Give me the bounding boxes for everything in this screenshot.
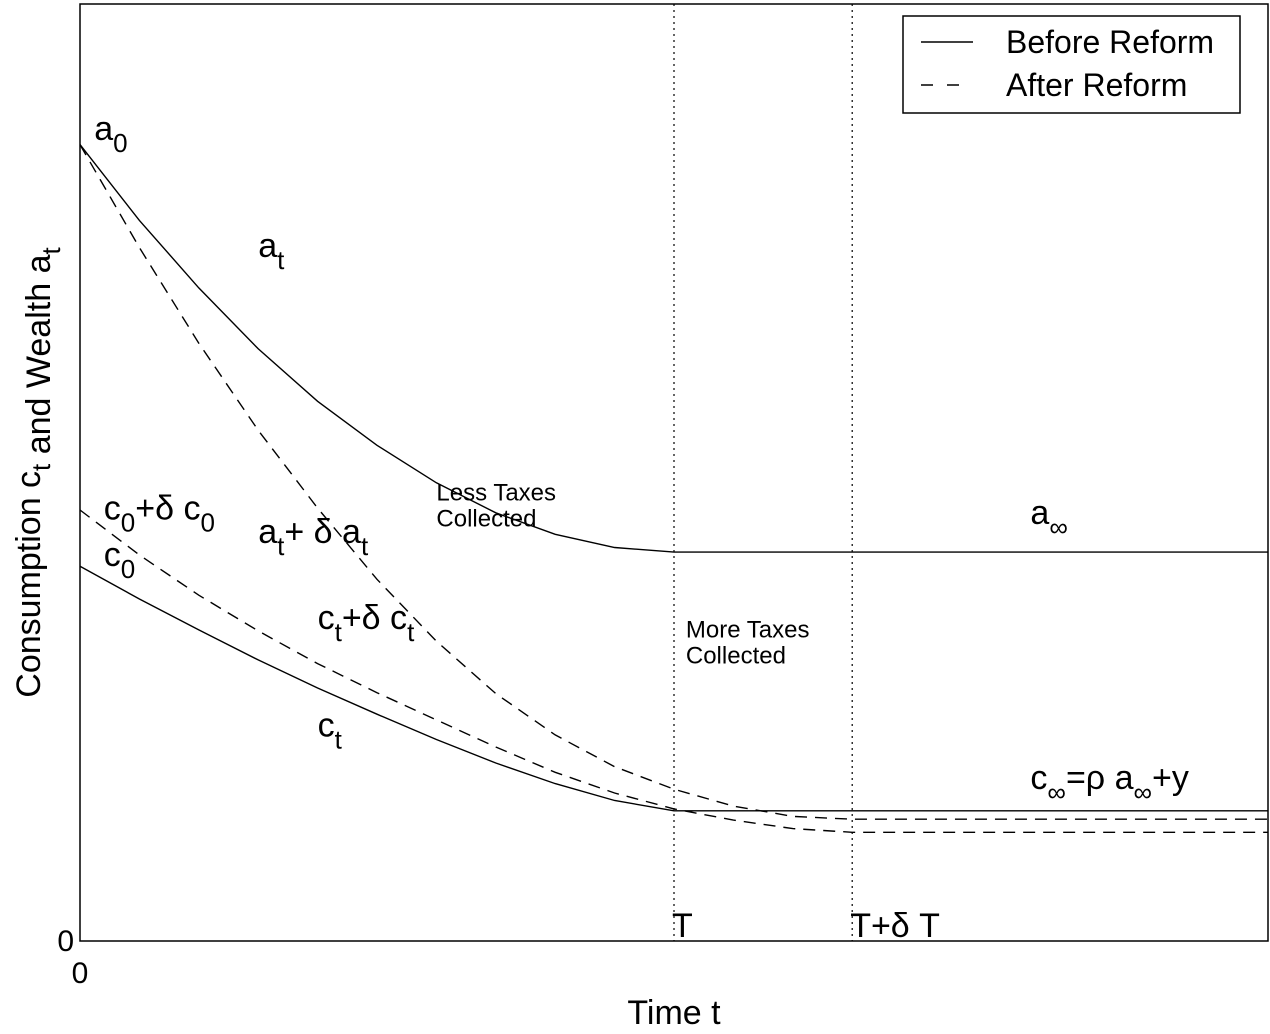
x-tick-label-0: 0 bbox=[72, 957, 89, 990]
annotation-more-taxes: More Taxes Collected bbox=[686, 616, 810, 669]
legend-label-0: Before Reform bbox=[1006, 24, 1214, 60]
vertical-reference-lines: T T+δ T bbox=[672, 4, 940, 945]
annotation-c0-delta: c0+δ c0 bbox=[104, 489, 215, 537]
series-lines bbox=[79, 144, 1268, 833]
y-axis-label: Consumption ct and Wealth at bbox=[10, 247, 66, 698]
series-a-before bbox=[79, 144, 1268, 553]
x-axis-label: Time t bbox=[627, 994, 721, 1032]
annotations: a0 at a∞ at+ δ at Less Taxes Collected c0+δ c0… bbox=[94, 110, 1189, 807]
tick-labels: 00 bbox=[57, 925, 88, 990]
series-c-after bbox=[79, 509, 1268, 833]
annotation-a0: a0 bbox=[94, 110, 127, 158]
vline-label-1: T+δ T bbox=[850, 907, 940, 945]
annotation-less-taxes: Less Taxes Collected bbox=[436, 480, 556, 533]
vline-label-0: T bbox=[672, 907, 693, 945]
legend-label-1: After Reform bbox=[1006, 67, 1187, 103]
legend: Before Reform After Reform bbox=[902, 15, 1241, 114]
annotation-ainf: a∞ bbox=[1030, 494, 1067, 542]
annotation-ct: ct bbox=[318, 707, 343, 755]
series-a-after bbox=[79, 144, 1268, 820]
y-tick-label-0: 0 bbox=[57, 925, 74, 958]
annotation-cinf: c∞=ρ a∞+y bbox=[1030, 759, 1189, 807]
annotation-at: at bbox=[258, 227, 285, 275]
annotation-ct-delta: ct+δ ct bbox=[318, 599, 415, 647]
annotation-at-delta: at+ δ at bbox=[258, 513, 369, 561]
legend-box bbox=[902, 15, 1241, 114]
annotation-c0: c0 bbox=[104, 536, 135, 584]
series-c-before bbox=[79, 565, 1268, 812]
